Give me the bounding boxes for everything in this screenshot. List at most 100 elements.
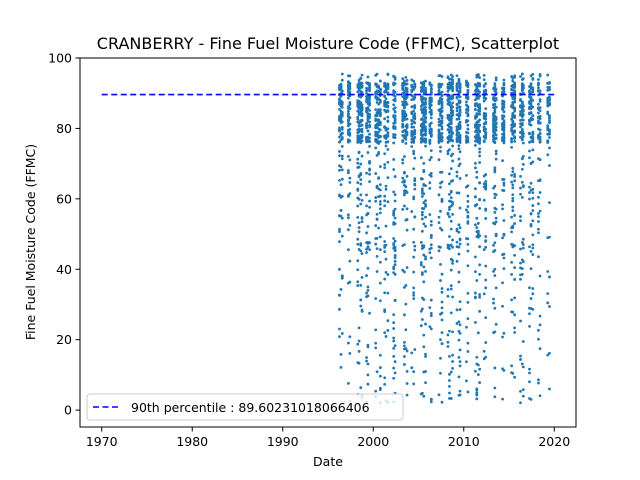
scatter-point <box>448 329 451 333</box>
scatter-point <box>404 113 408 116</box>
scatter-point <box>484 235 488 238</box>
scatter-point <box>440 290 444 294</box>
scatter-point <box>405 207 409 211</box>
x-axis-label: Date <box>313 454 343 469</box>
scatter-point <box>348 122 352 126</box>
scatter-point <box>478 147 482 151</box>
scatter-point <box>494 97 498 100</box>
scatter-point <box>451 139 454 143</box>
scatter-point <box>531 187 535 191</box>
scatter-point <box>451 85 454 89</box>
scatter-point <box>375 217 379 221</box>
scatter-point <box>340 78 344 82</box>
scatter-point <box>529 102 533 106</box>
scatter-point <box>356 259 360 263</box>
scatter-point <box>378 200 382 203</box>
scatter-point <box>424 139 427 143</box>
scatter-point <box>451 152 454 156</box>
scatter-point <box>538 109 542 112</box>
scatter-point <box>440 311 444 315</box>
scatter-point <box>529 111 533 115</box>
scatter-point <box>478 139 482 143</box>
scatter-point <box>458 138 462 142</box>
scatter-point <box>493 131 497 135</box>
scatter-point <box>378 112 382 116</box>
scatter-point <box>451 144 454 148</box>
scatter-point <box>401 161 405 165</box>
scatter-point <box>437 141 441 144</box>
scatter-point <box>455 85 459 89</box>
scatter-point <box>378 299 382 303</box>
scatter-point <box>502 183 506 187</box>
scatter-point <box>457 338 461 342</box>
scatter-point <box>365 171 368 175</box>
scatter-point <box>412 270 416 274</box>
scatter-point <box>466 184 470 188</box>
scatter-point <box>339 82 343 86</box>
scatter-point <box>439 185 442 189</box>
scatter-point <box>548 387 551 391</box>
scatter-point <box>366 129 370 133</box>
scatter-point <box>513 266 517 270</box>
scatter-point <box>339 214 343 218</box>
scatter-point <box>410 145 414 148</box>
scatter-point <box>449 122 453 126</box>
scatter-point <box>410 118 414 122</box>
scatter-point <box>493 82 497 86</box>
scatter-point <box>548 201 551 205</box>
scatter-point <box>377 226 380 230</box>
scatter-point <box>360 105 364 109</box>
scatter-point <box>465 173 468 177</box>
scatter-point <box>368 199 371 203</box>
scatter-point <box>374 242 378 246</box>
scatter-point <box>368 109 371 112</box>
scatter-point <box>393 199 397 203</box>
scatter-point <box>360 216 364 219</box>
scatter-point <box>440 132 444 135</box>
scatter-point <box>521 394 525 398</box>
scatter-point <box>446 89 450 93</box>
scatter-point <box>531 292 535 296</box>
scatter-point <box>429 256 433 260</box>
scatter-point <box>458 323 462 327</box>
scatter-point <box>405 191 409 194</box>
scatter-point <box>521 340 525 343</box>
scatter-point <box>458 105 462 109</box>
scatter-point <box>502 123 506 127</box>
scatter-point <box>538 117 542 121</box>
scatter-point <box>531 138 535 141</box>
scatter-point <box>478 103 482 106</box>
scatter-point <box>428 158 432 162</box>
scatter-point <box>478 181 482 185</box>
scatter-point <box>478 295 482 299</box>
scatter-point <box>546 73 550 77</box>
scatter-point <box>413 116 417 120</box>
scatter-point <box>378 183 382 187</box>
scatter-point <box>386 148 390 151</box>
scatter-point <box>368 136 371 140</box>
scatter-point <box>513 135 517 139</box>
scatter-point <box>356 181 360 185</box>
scatter-point <box>440 306 444 310</box>
scatter-point <box>412 382 416 386</box>
scatter-point <box>451 238 454 242</box>
scatter-point <box>493 168 497 172</box>
scatter-point <box>384 184 388 188</box>
scatter-point <box>392 346 396 350</box>
scatter-point <box>451 262 454 265</box>
scatter-point <box>422 333 426 337</box>
scatter-point <box>502 101 506 104</box>
scatter-point <box>473 291 477 295</box>
scatter-point <box>356 115 360 119</box>
scatter-point <box>537 378 540 382</box>
scatter-point <box>519 401 522 405</box>
scatter-point <box>377 176 380 180</box>
scatter-point <box>451 110 454 113</box>
scatter-point <box>429 87 433 91</box>
scatter-point <box>392 376 396 380</box>
scatter-point <box>384 257 388 261</box>
scatter-point <box>513 253 517 257</box>
scatter-point <box>340 114 344 118</box>
scatter-point <box>449 397 453 400</box>
scatter-point <box>401 268 405 272</box>
